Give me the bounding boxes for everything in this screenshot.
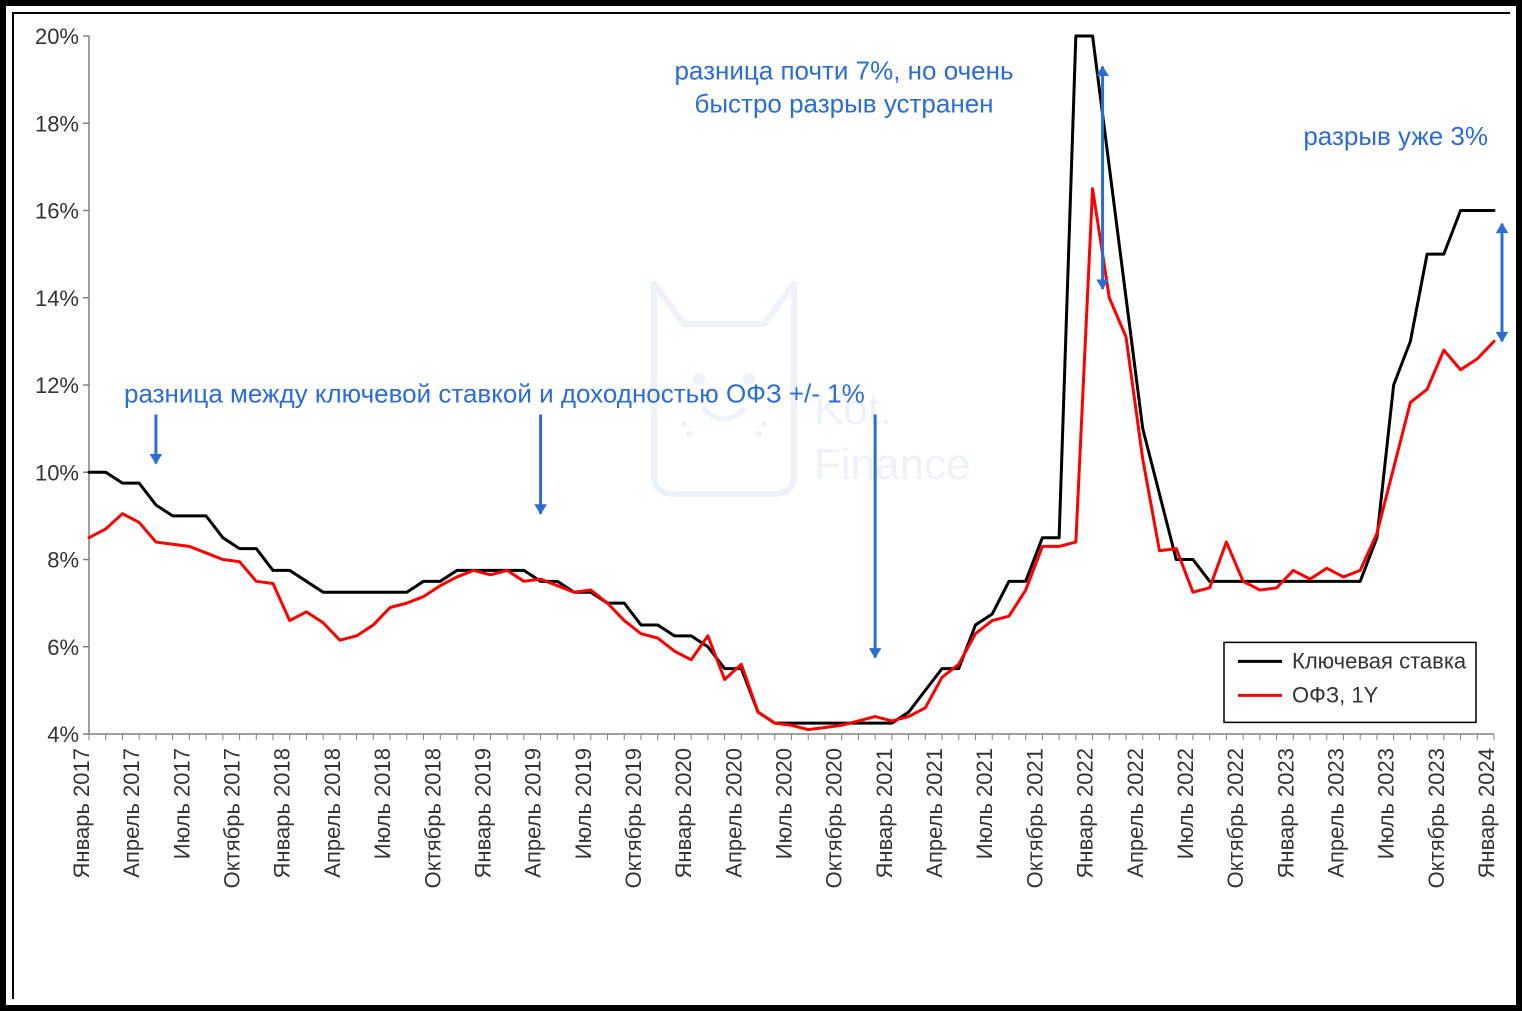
y-tick-label: 10% <box>35 460 79 485</box>
y-tick-label: 12% <box>35 373 79 398</box>
y-tick-label: 4% <box>47 722 79 747</box>
x-tick-label: Апрель 2017 <box>119 748 144 878</box>
x-tick-label: Апрель 2021 <box>922 748 947 878</box>
x-tick-label: Октябрь 2018 <box>420 748 445 888</box>
x-tick-label: Июль 2017 <box>169 748 194 859</box>
x-tick-label: Апрель 2023 <box>1323 748 1348 878</box>
x-tick-label: Январь 2017 <box>69 748 94 878</box>
annotation-2-line2: быстро разрыв устранен <box>694 88 993 118</box>
x-tick-label: Январь 2021 <box>872 748 897 878</box>
x-tick-label: Октябрь 2017 <box>220 748 245 888</box>
x-tick-label: Июль 2021 <box>972 748 997 859</box>
x-tick-label: Апрель 2022 <box>1123 748 1148 878</box>
y-tick-label: 6% <box>47 635 79 660</box>
annotation-3: разрыв уже 3% <box>1303 121 1488 151</box>
outer-frame: Kot.Finance4%6%8%10%12%14%16%18%20%Январ… <box>0 0 1522 1011</box>
chart-container: Kot.Finance4%6%8%10%12%14%16%18%20%Январ… <box>12 12 1510 999</box>
x-tick-label: Июль 2018 <box>370 748 395 859</box>
x-tick-label: Январь 2020 <box>671 748 696 878</box>
y-tick-label: 8% <box>47 548 79 573</box>
x-tick-label: Январь 2019 <box>470 748 495 878</box>
x-tick-label: Январь 2023 <box>1273 748 1298 878</box>
x-tick-label: Апрель 2018 <box>320 748 345 878</box>
x-tick-label: Октябрь 2019 <box>621 748 646 888</box>
x-tick-label: Январь 2022 <box>1073 748 1098 878</box>
annotation-2-line1: разница почти 7%, но очень <box>674 56 1013 86</box>
x-tick-label: Июль 2019 <box>571 748 596 859</box>
x-tick-label: Апрель 2020 <box>721 748 746 878</box>
y-tick-label: 16% <box>35 199 79 224</box>
x-tick-label: Октябрь 2020 <box>822 748 847 888</box>
x-tick-label: Октябрь 2021 <box>1022 748 1047 888</box>
x-tick-label: Январь 2024 <box>1474 748 1499 878</box>
x-tick-label: Октябрь 2022 <box>1223 748 1248 888</box>
x-tick-label: Июль 2023 <box>1374 748 1399 859</box>
x-tick-label: Октябрь 2023 <box>1424 748 1449 888</box>
y-tick-label: 18% <box>35 111 79 136</box>
chart-svg: Kot.Finance4%6%8%10%12%14%16%18%20%Январ… <box>14 14 1512 1001</box>
y-tick-label: 14% <box>35 286 79 311</box>
annotation-1: разница между ключевой ставкой и доходно… <box>124 378 865 408</box>
x-tick-label: Январь 2018 <box>270 748 295 878</box>
x-tick-label: Апрель 2019 <box>521 748 546 878</box>
legend-label: Ключевая ставка <box>1292 648 1467 673</box>
y-tick-label: 20% <box>35 24 79 49</box>
legend-label: ОФЗ, 1Y <box>1292 682 1379 707</box>
watermark-line2: Finance <box>814 440 971 489</box>
x-tick-label: Июль 2020 <box>772 748 797 859</box>
x-tick-label: Июль 2022 <box>1173 748 1198 859</box>
